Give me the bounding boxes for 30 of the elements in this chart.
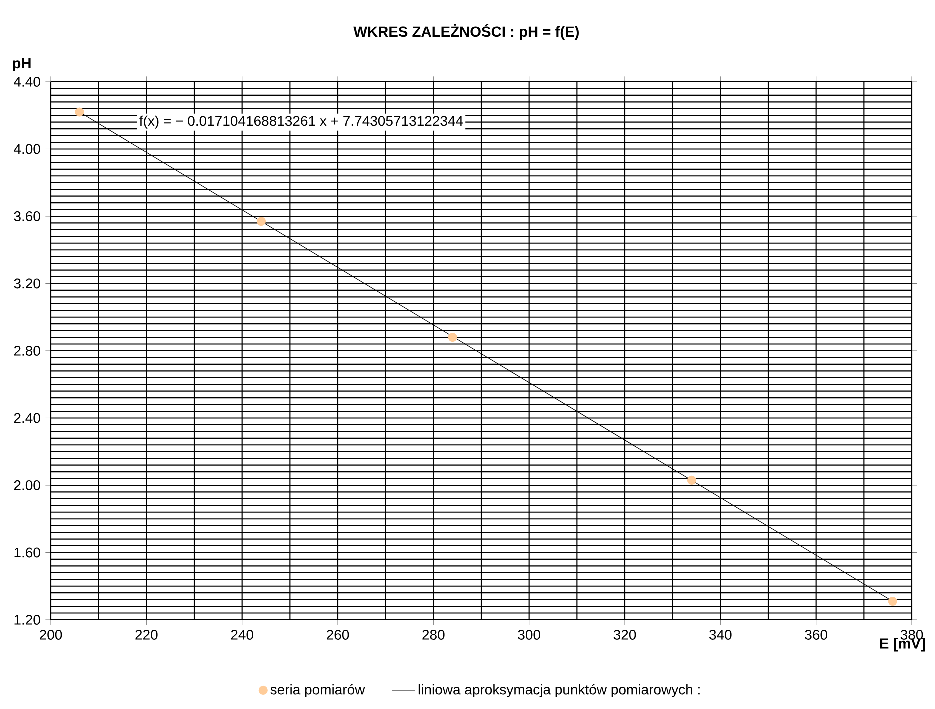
y-tick-label: 4.40: [14, 77, 40, 87]
y-tick-label: 2.80: [14, 346, 40, 356]
y-axis-title: pH: [13, 58, 31, 72]
point: [687, 476, 697, 485]
legend-label: seria pomiarów: [270, 684, 366, 698]
x-tick-label: 200: [40, 630, 62, 640]
legend-label: liniowa aproksymacja punktów pomiarowych :: [418, 684, 700, 698]
chart-title: WKRES ZALEŻNOŚCI : pH = f(E): [354, 24, 579, 40]
y-tick-label: 2.40: [14, 413, 40, 424]
x-tick-label: 320: [614, 630, 636, 640]
point: [75, 108, 84, 117]
y-tick-label: 3.60: [14, 212, 40, 222]
x-tick-label: 380: [900, 630, 924, 640]
y-tick-label: 1.20: [14, 615, 40, 625]
x-tick-label: 360: [805, 630, 828, 640]
x-tick-label: 260: [327, 630, 350, 640]
x-tick-label: 240: [231, 630, 254, 640]
y-tick-label: 2.00: [14, 480, 40, 490]
point: [888, 596, 898, 606]
point: [448, 333, 458, 342]
y-tick-label: 1.60: [14, 548, 40, 558]
point: [256, 216, 266, 226]
y-tick-label: 3.20: [14, 278, 40, 289]
x-tick-label: 220: [136, 630, 158, 640]
x-tick-label: 300: [518, 630, 540, 640]
annotation: f(x) = − 0.017104168813261 x + 7.74305713122344: [140, 116, 464, 129]
x-tick-label: 340: [710, 630, 732, 640]
y-tick-label: 4.00: [14, 144, 40, 154]
x-tick-label: 280: [422, 630, 445, 640]
x-axis-title: E [mV]: [880, 638, 926, 652]
